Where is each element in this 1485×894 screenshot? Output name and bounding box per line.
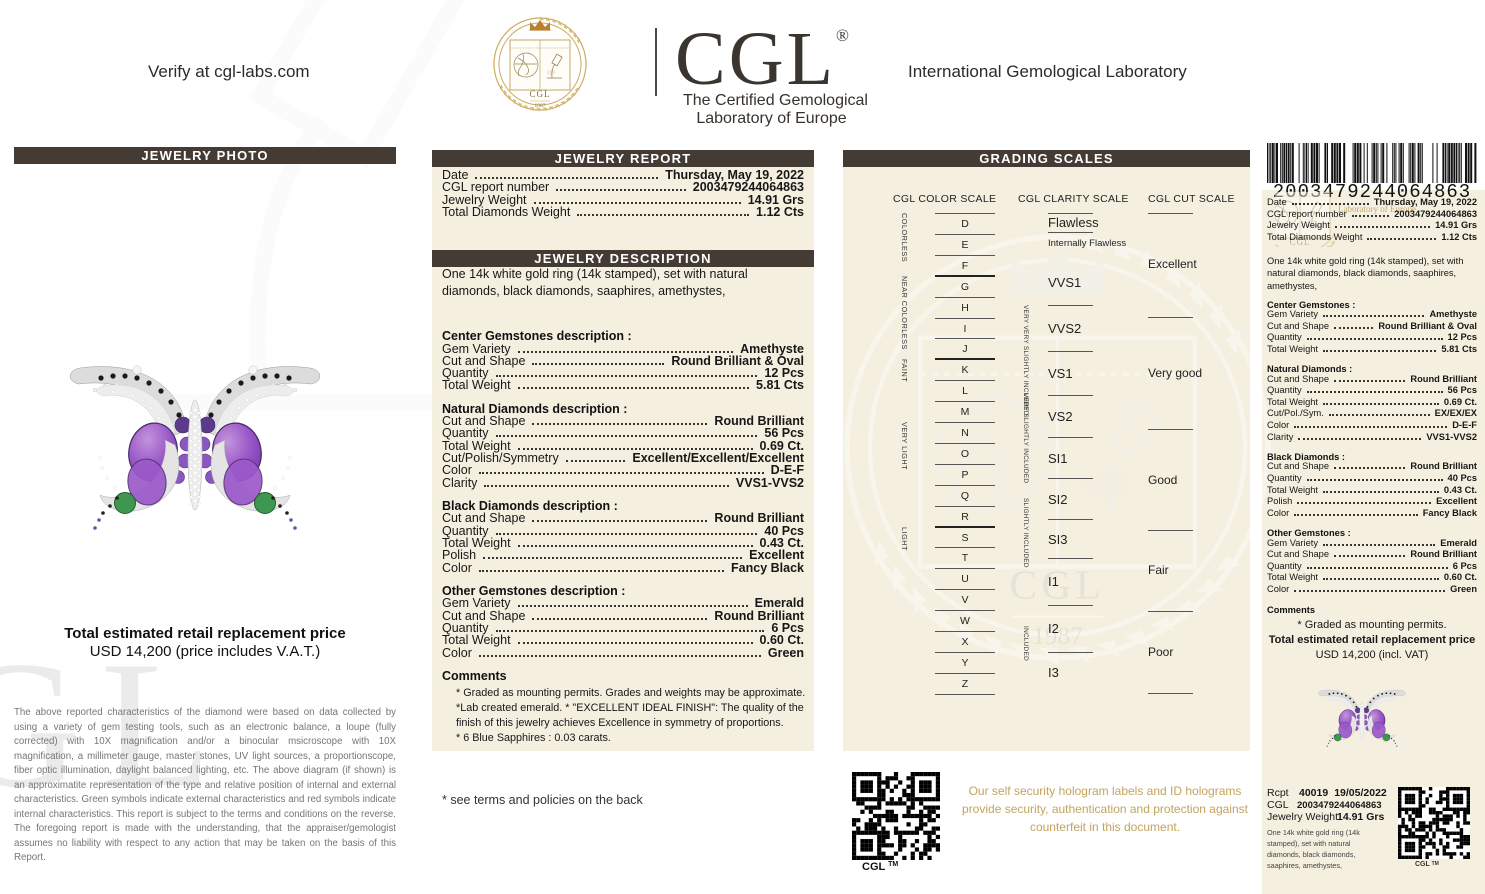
svg-text:1987: 1987 [0, 888, 131, 894]
svg-text:CGL: CGL [530, 89, 551, 99]
svg-text:1987: 1987 [535, 103, 546, 109]
